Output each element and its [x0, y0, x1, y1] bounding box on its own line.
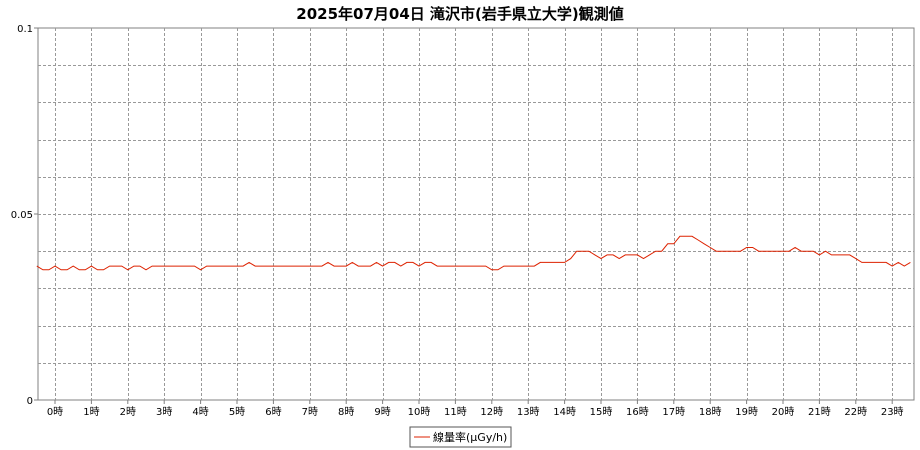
y-tick-label: 0.05 [11, 210, 33, 221]
x-tick-label: 10時 [408, 406, 431, 418]
x-tick-label: 23時 [881, 406, 904, 418]
x-tick-label: 12時 [480, 406, 503, 418]
series [36, 235, 911, 271]
x-tick-label: 9時 [374, 406, 390, 418]
x-tick-label: 17時 [662, 406, 685, 418]
x-tick-label: 4時 [192, 406, 208, 418]
x-tick-label: 20時 [772, 406, 795, 418]
chart-title: 2025年07月04日 滝沢市(岩手県立大学)観測値 [296, 5, 623, 23]
grid [38, 28, 914, 400]
x-tick-label: 21時 [808, 406, 831, 418]
legend-box [409, 426, 512, 448]
x-tick-label: 18時 [699, 406, 722, 418]
y-axis: 0 0.05 0.1 [11, 24, 38, 407]
x-tick-label: 7時 [302, 406, 318, 418]
x-tick-label: 13時 [517, 406, 540, 418]
x-tick-label: 3時 [156, 406, 172, 418]
x-tick-label: 19時 [735, 406, 758, 418]
legend-label: 線量率(μGy/h) [433, 430, 507, 444]
legend: 線量率(μGy/h) [409, 426, 512, 448]
x-tick-label: 5時 [229, 406, 245, 418]
x-tick-label: 6時 [265, 406, 281, 418]
y-tick-label: 0 [27, 396, 33, 407]
x-tick-label: 16時 [626, 406, 649, 418]
y-tick-label: 0.1 [17, 24, 33, 35]
x-axis: 0時 1時 2時 3時 4時 5時 6時 7時 8時 9時 10時 11時 12時 13時 14時 15時 16… [47, 400, 904, 418]
series-line [36, 235, 911, 271]
x-tick-label: 2時 [120, 406, 136, 418]
x-tick-label: 14時 [553, 406, 576, 418]
x-tick-label: 8時 [338, 406, 354, 418]
x-tick-label: 11時 [444, 406, 467, 418]
x-tick-label: 15時 [590, 406, 613, 418]
x-tick-label: 0時 [47, 406, 63, 418]
x-tick-label: 1時 [83, 406, 99, 418]
x-tick-label: 22時 [844, 406, 867, 418]
